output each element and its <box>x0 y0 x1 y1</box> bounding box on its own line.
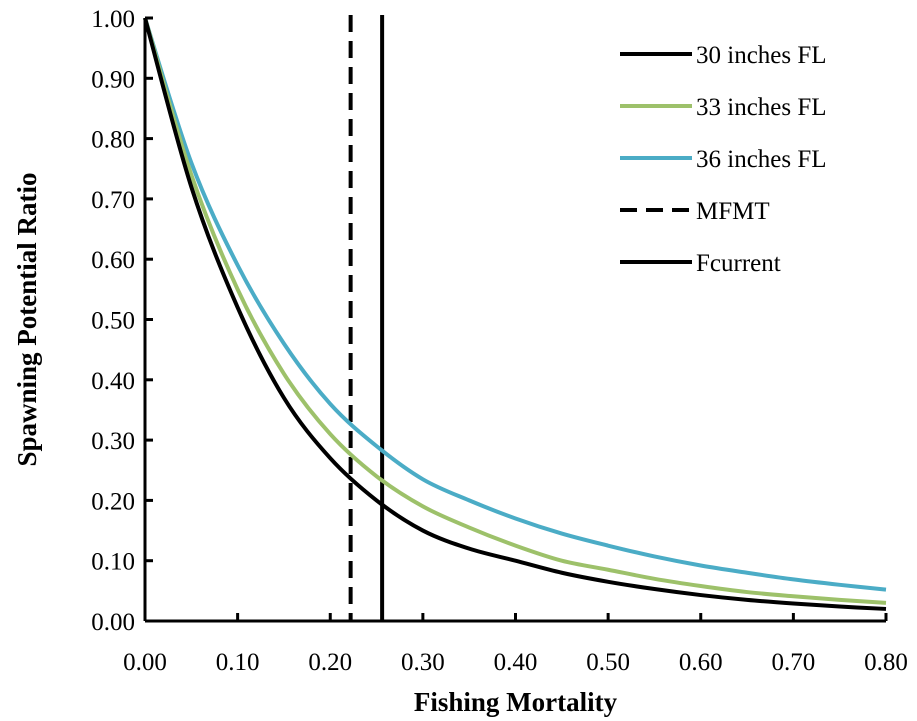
legend-label: 33 inches FL <box>696 94 827 121</box>
y-tick-label: 0.80 <box>91 127 135 154</box>
series-lines <box>143 17 887 611</box>
axes: 0.00 0.10 0.20 0.30 0.40 0.50 0.60 0.70 0.80 0.0… <box>91 6 908 676</box>
series-line-1 <box>143 17 887 611</box>
y-tick-label: 0.90 <box>91 66 135 93</box>
series-line-2 <box>143 17 887 605</box>
y-ticks: 0.00 0.10 0.20 0.30 0.40 0.50 0.60 0.70 0.80 0.90… <box>91 6 153 636</box>
x-ticks: 0.00 0.10 0.20 0.30 0.40 0.50 0.60 0.70 0.80 <box>123 613 908 676</box>
x-tick-label: 0.30 <box>401 649 445 676</box>
x-tick-label: 0.80 <box>864 649 908 676</box>
x-tick-label: 0.00 <box>123 649 167 676</box>
series-line-3 <box>143 17 887 592</box>
x-tick-label: 0.70 <box>772 649 816 676</box>
legend-label: 30 inches FL <box>696 42 827 69</box>
y-tick-label: 0.30 <box>91 428 135 455</box>
x-tick-label: 0.10 <box>216 649 260 676</box>
reference-lines <box>348 15 385 621</box>
x-tick-label: 0.20 <box>308 649 352 676</box>
x-axis-title: Fishing Mortality <box>414 687 618 717</box>
y-tick-label: 0.40 <box>91 368 135 395</box>
y-tick-label: 0.70 <box>91 187 135 214</box>
x-tick-label: 0.50 <box>586 649 630 676</box>
x-tick-label: 0.60 <box>679 649 723 676</box>
y-tick-label: 0.20 <box>91 488 135 515</box>
y-tick-label: 0.00 <box>91 609 135 636</box>
y-tick-label: 0.10 <box>91 549 135 576</box>
legend: 30 inches FL 33 inches FL 36 inches FL MFMT… <box>620 42 827 277</box>
y-tick-label: 0.50 <box>91 308 135 335</box>
legend-label: 36 inches FL <box>696 146 827 173</box>
y-tick-label: 0.60 <box>91 247 135 274</box>
legend-label: Fcurrent <box>696 250 781 277</box>
y-axis-title: Spawning Potential Ratio <box>12 172 42 466</box>
y-tick-label: 1.00 <box>91 6 135 33</box>
legend-label: MFMT <box>696 198 770 225</box>
x-tick-label: 0.40 <box>494 649 538 676</box>
